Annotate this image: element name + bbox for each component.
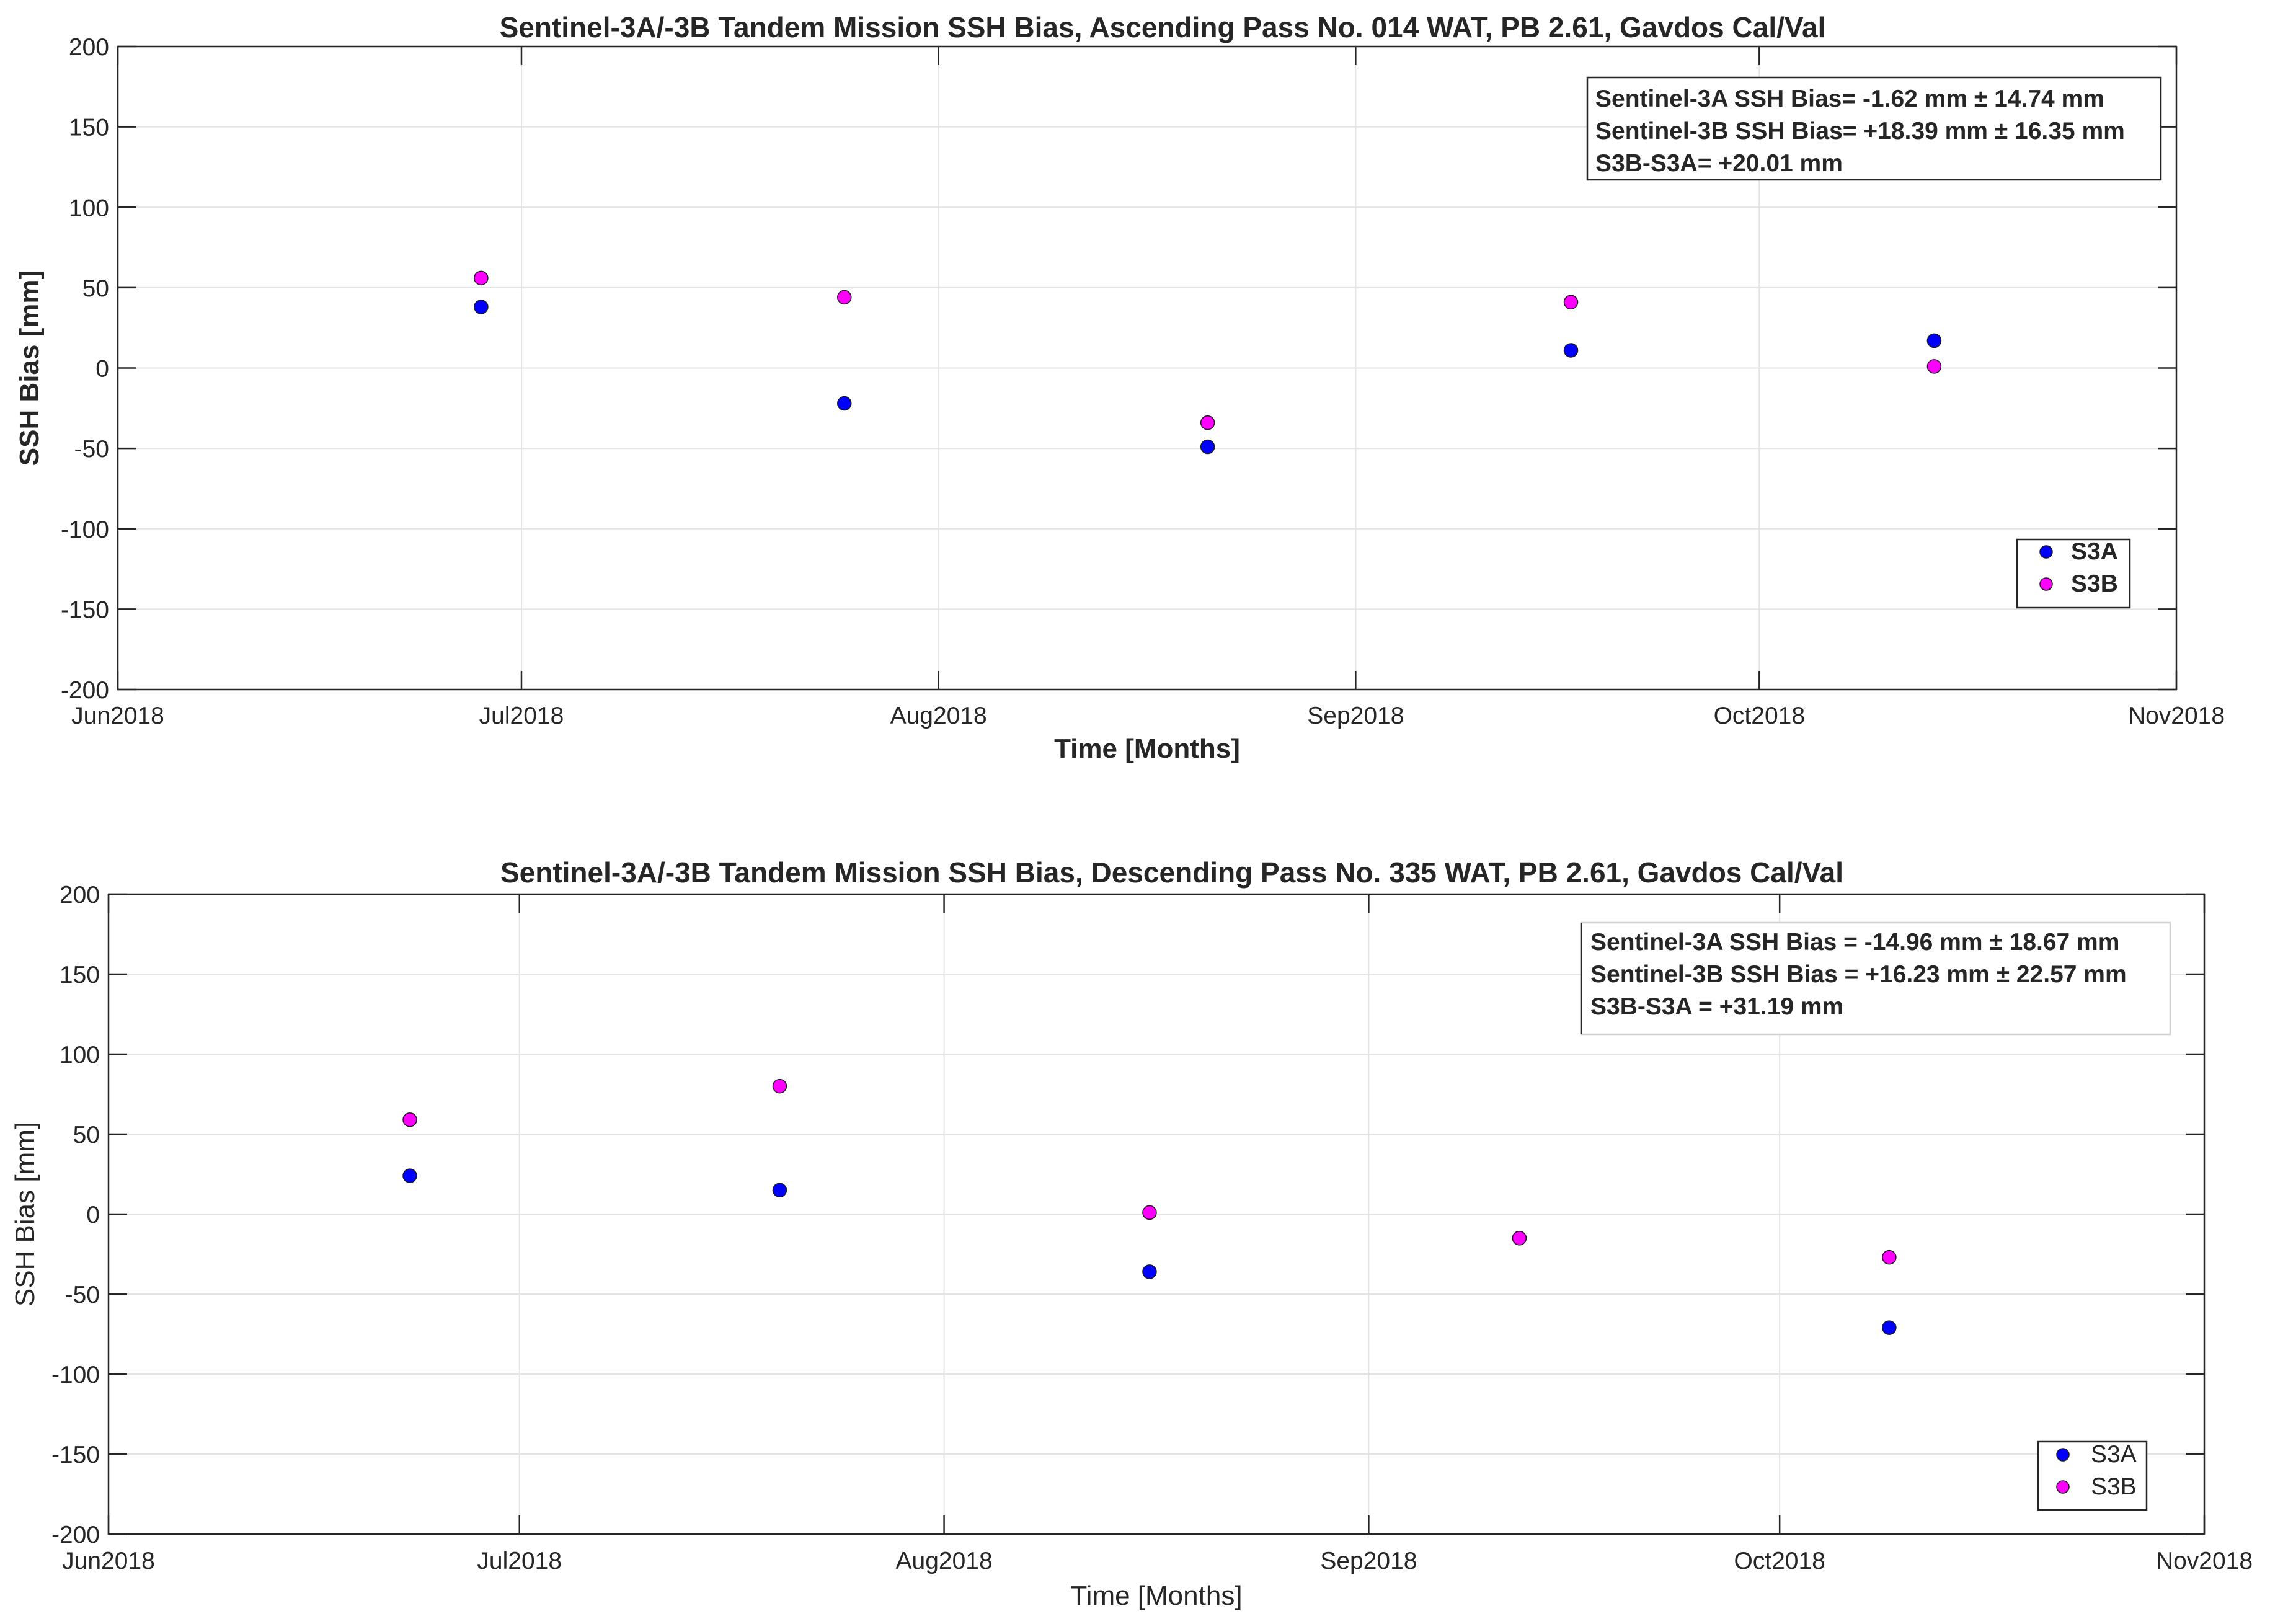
data-point-s3b	[474, 270, 489, 286]
y-tick-label: -50	[74, 436, 109, 463]
legend-marker-s3a	[2056, 1448, 2070, 1462]
y-tick-label: -200	[51, 1522, 100, 1548]
data-point-s3a	[837, 396, 852, 411]
data-point-s3b	[772, 1078, 787, 1094]
y-tick-label: 200	[60, 882, 100, 908]
y-tick-label: -150	[61, 597, 109, 623]
y-tick-label: 200	[69, 34, 109, 61]
data-point-s3b	[402, 1112, 417, 1127]
data-point-s3a	[772, 1183, 787, 1198]
x-tick-label: Aug2018	[890, 703, 987, 729]
chart-title: Sentinel-3A/-3B Tandem Mission SSH Bias,…	[500, 11, 1826, 43]
y-tick-label: 50	[73, 1122, 100, 1148]
data-point-s3b	[1926, 359, 1942, 374]
y-tick-label: 150	[69, 115, 109, 141]
data-point-s3a	[1200, 439, 1215, 455]
y-tick-label: 50	[82, 275, 109, 302]
stats-box	[1580, 921, 2171, 1036]
stats-line: S3B-S3A = +31.19 mm	[1590, 993, 1843, 1020]
y-tick-label: 0	[95, 356, 109, 383]
x-tick-label: Jul2018	[479, 703, 564, 729]
legend-box	[2037, 1440, 2148, 1511]
x-axis-label: Time [Months]	[1070, 1581, 1242, 1611]
data-point-s3b	[1142, 1205, 1157, 1220]
x-tick-label: Oct2018	[1714, 703, 1805, 729]
legend-box	[2016, 538, 2131, 609]
data-point-s3a	[1563, 343, 1579, 358]
x-tick-label: Nov2018	[2156, 1548, 2253, 1574]
data-point-s3b	[1563, 295, 1579, 309]
data-point-s3a	[402, 1168, 417, 1183]
data-point-s3b	[1200, 415, 1215, 430]
y-tick-label: -200	[61, 677, 109, 704]
x-tick-label: Sep2018	[1307, 703, 1404, 729]
stats-line: Sentinel-3A SSH Bias= -1.62 mm ± 14.74 m…	[1595, 86, 2104, 112]
stats-line: Sentinel-3B SSH Bias= +18.39 mm ± 16.35 …	[1595, 118, 2125, 144]
chart-title: Sentinel-3A/-3B Tandem Mission SSH Bias,…	[500, 856, 1843, 889]
stats-line: S3B-S3A= +20.01 mm	[1595, 150, 1843, 177]
stats-line: Sentinel-3B SSH Bias = +16.23 mm ± 22.57…	[1590, 961, 2127, 988]
x-tick-label: Nov2018	[2128, 703, 2225, 729]
y-tick-label: -100	[51, 1362, 100, 1388]
y-tick-label: -50	[65, 1282, 100, 1308]
legend-marker-s3b	[2039, 577, 2053, 591]
y-tick-label: 100	[60, 1042, 100, 1068]
y-axis-label: SSH Bias [mm]	[10, 1122, 40, 1307]
x-tick-label: Sep2018	[1320, 1548, 1417, 1574]
legend-marker-s3b	[2056, 1480, 2070, 1494]
data-point-s3a	[1926, 333, 1942, 348]
ascending-pass-chart: Jun2018 Jul2018 Aug2018 Sep2018 Oct2018 Nov20…	[14, 11, 2225, 764]
descending-pass-chart: Jun2018 Jul2018 Aug2018 Sep2018 Oct2018 Nov20…	[10, 856, 2253, 1611]
legend-label-s3a: S3A	[2091, 1441, 2137, 1468]
y-tick-label: -100	[61, 517, 109, 543]
data-point-s3b	[1882, 1249, 1897, 1265]
x-tick-label: Jun2018	[62, 1548, 155, 1574]
y-axis-label: SSH Bias [mm]	[14, 270, 45, 466]
legend-label-s3b: S3B	[2071, 570, 2118, 597]
stats-line: Sentinel-3A SSH Bias = -14.96 mm ± 18.67…	[1590, 929, 2119, 956]
legend-label-s3a: S3A	[2071, 538, 2118, 565]
data-point-s3a	[1142, 1264, 1157, 1279]
legend-label-s3b: S3B	[2091, 1473, 2137, 1500]
x-tick-label: Jun2018	[71, 703, 164, 729]
x-tick-label: Aug2018	[896, 1548, 993, 1574]
data-point-s3b	[1512, 1230, 1527, 1246]
data-point-s3a	[474, 300, 489, 314]
y-tick-label: 100	[69, 195, 109, 221]
x-tick-label: Jul2018	[477, 1548, 562, 1574]
legend-marker-s3a	[2039, 545, 2053, 559]
y-tick-label: 150	[60, 962, 100, 988]
x-axis-label: Time [Months]	[1054, 734, 1240, 764]
data-point-s3b	[837, 290, 852, 305]
y-tick-label: -150	[51, 1442, 100, 1468]
data-point-s3a	[1882, 1320, 1897, 1335]
y-tick-label: 0	[86, 1202, 100, 1228]
x-tick-label: Oct2018	[1734, 1548, 1825, 1574]
stats-box	[1586, 76, 2162, 181]
